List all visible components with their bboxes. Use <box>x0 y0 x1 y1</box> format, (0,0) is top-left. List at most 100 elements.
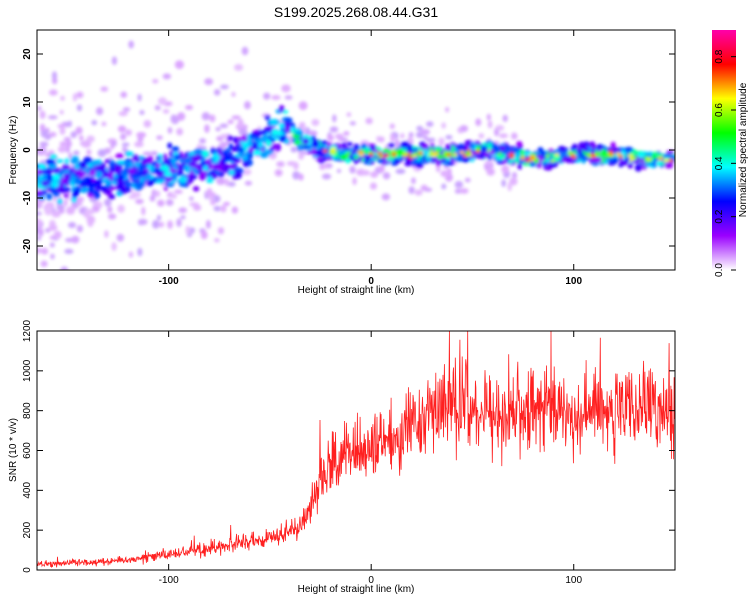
heat-cell <box>294 139 301 146</box>
heat-cell <box>200 230 208 240</box>
heat-cell <box>94 179 104 185</box>
heat-cell <box>56 159 64 164</box>
colorbar-tick-label: 0.8 <box>714 49 725 63</box>
heat-hotspot <box>545 154 551 158</box>
spectrogram-y-label: Frequency (Hz) <box>8 116 19 185</box>
heat-cell <box>162 109 170 114</box>
heat-cell <box>227 181 236 187</box>
heat-cell <box>298 173 304 181</box>
heat-cell <box>137 93 142 102</box>
heat-cell <box>241 46 249 56</box>
heat-cell <box>111 141 118 147</box>
heat-cell <box>301 124 306 134</box>
heat-cell <box>50 154 57 159</box>
heat-cell <box>146 164 152 170</box>
heat-cell <box>228 143 234 150</box>
heat-cell <box>51 71 58 80</box>
heat-cell <box>274 131 284 136</box>
heat-cell <box>119 188 127 194</box>
heat-cell <box>177 112 186 121</box>
heat-cell <box>107 206 113 213</box>
colorbar-tick-label: 0.0 <box>714 263 725 277</box>
heat-cell <box>541 161 549 167</box>
heat-cell <box>57 123 66 129</box>
snr-x-tick-label: -100 <box>159 575 179 586</box>
heat-cell <box>184 152 190 157</box>
heat-cell <box>103 189 112 195</box>
heat-cell <box>120 133 127 141</box>
heat-cell <box>174 60 184 70</box>
heat-cell <box>128 194 138 200</box>
heat-cell <box>247 140 253 147</box>
heat-cell <box>57 146 67 153</box>
heat-cell <box>50 181 60 188</box>
heat-cell <box>60 95 65 101</box>
heat-cell <box>229 164 236 169</box>
heat-cell <box>292 134 301 139</box>
heat-cell <box>400 132 405 139</box>
heat-cell <box>404 161 412 167</box>
heat-cell <box>199 138 207 144</box>
heat-cell <box>44 207 53 216</box>
heat-cell <box>269 118 279 127</box>
heat-cell <box>87 218 94 228</box>
heat-cell <box>501 165 510 174</box>
heat-cell <box>290 146 297 153</box>
heat-cell <box>227 119 234 125</box>
heat-cell <box>408 132 414 138</box>
heat-cell <box>46 158 55 165</box>
heat-cell <box>75 126 83 135</box>
heat-hotspot <box>658 157 664 161</box>
heat-cell <box>212 194 221 203</box>
heat-cell <box>400 141 410 149</box>
heat-cell <box>334 133 344 140</box>
snr-y-tick-label: 0 <box>22 567 33 573</box>
heat-cell <box>487 142 493 150</box>
heat-cell <box>97 166 103 171</box>
heat-cell <box>104 230 109 238</box>
heat-cell <box>394 139 401 148</box>
heat-cell <box>334 152 340 159</box>
heat-cell <box>158 221 165 228</box>
heat-cell <box>48 224 58 231</box>
heat-cell <box>588 141 596 149</box>
heat-cell <box>139 164 146 172</box>
heat-cell <box>219 123 229 129</box>
heat-cell <box>215 126 221 132</box>
heat-cell <box>96 184 103 191</box>
heat-cell <box>94 171 103 179</box>
heat-cell <box>176 218 182 227</box>
heat-cell <box>493 128 500 137</box>
heat-cell <box>445 146 452 152</box>
heat-hotspot <box>330 147 336 151</box>
heat-cell <box>137 170 143 177</box>
snr-y-tick-label: 1000 <box>22 359 33 382</box>
heat-hotspot <box>418 151 424 155</box>
heat-cell <box>540 151 548 159</box>
heat-cell <box>227 135 234 141</box>
heat-cell <box>647 151 653 157</box>
heat-cell <box>155 155 161 161</box>
heat-cell <box>112 174 118 179</box>
heat-cell <box>63 193 69 198</box>
heat-cell <box>311 140 320 148</box>
heat-cell <box>78 161 87 169</box>
heat-cell <box>510 132 518 140</box>
spectrogram-heatmap <box>37 40 675 270</box>
heat-hotspot <box>363 150 369 154</box>
heat-cell <box>480 153 486 160</box>
heat-cell <box>63 198 68 207</box>
heat-cell <box>476 154 482 159</box>
heat-cell <box>486 167 495 176</box>
snr-y-tick-label: 800 <box>22 402 33 419</box>
heat-cell <box>104 198 112 207</box>
heat-cell <box>459 188 469 194</box>
heat-cell <box>450 145 456 154</box>
heat-cell <box>514 151 522 158</box>
heat-hotspot <box>529 158 535 162</box>
heat-cell <box>426 121 434 127</box>
colorbar: 0.0 0.2 0.4 0.6 0.8 Normalized spectral ampl… <box>712 30 749 277</box>
heat-cell <box>231 206 239 214</box>
heat-hotspot <box>615 152 621 156</box>
